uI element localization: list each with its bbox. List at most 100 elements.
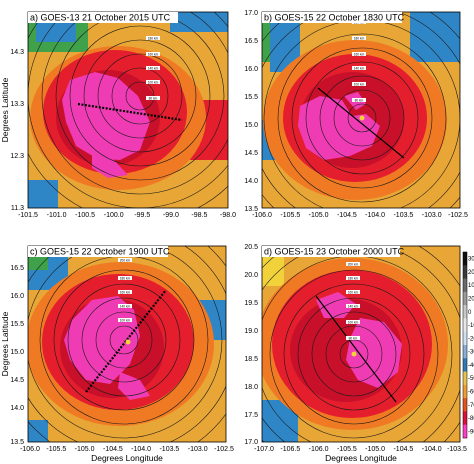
colorbar-label: -40 (468, 363, 474, 369)
colorbar-label: 20 (468, 297, 474, 303)
storm-center-b (359, 115, 365, 121)
colorbar-swatch (463, 331, 467, 346)
y-tick: 17.5 (244, 412, 258, 419)
colorbar-swatch (463, 305, 467, 319)
x-tick: -103.5 (393, 212, 413, 219)
storm-center-d (351, 351, 357, 357)
x-tick: -106.5 (280, 446, 300, 453)
x-tick: -105.5 (337, 446, 357, 453)
ring-label: 100 km (354, 82, 365, 86)
x-tick: -105.5 (46, 446, 66, 453)
x-tick: -104.5 (337, 212, 357, 219)
x-tick: -104.0 (365, 212, 385, 219)
ring-label: 180 km (148, 36, 159, 40)
x-tick: -105.0 (365, 446, 385, 453)
y-tick: 14.0 (244, 178, 258, 185)
colorbar-swatch (463, 291, 467, 306)
y-tick: 13.3 (10, 101, 24, 108)
ring-label: 80 km (349, 336, 358, 340)
colorbar-label: 200 (468, 270, 474, 276)
x-tick: -105.0 (75, 446, 95, 453)
colorbar-swatch (463, 384, 467, 399)
ring-label: 160 km (354, 52, 365, 56)
y-tick: 13.5 (10, 439, 24, 446)
x-tick: -106.0 (309, 446, 329, 453)
ring-label: 180 km (348, 276, 359, 280)
y-tick: 20.0 (244, 272, 258, 279)
y-tick: 15.0 (244, 122, 258, 129)
colorbar-swatch (463, 318, 467, 333)
ring-label: 100 km (348, 320, 359, 324)
colorbar-label: -70 (468, 403, 474, 409)
y-tick: 19.5 (244, 300, 258, 307)
colorbar-label: 100 (468, 283, 474, 289)
y-tick: 18.5 (244, 356, 258, 363)
colorbar-swatch (463, 252, 467, 266)
colorbar-label: -30 (468, 350, 474, 356)
y-tick: 15.0 (10, 349, 24, 356)
y-ticks-d: 20.5 20.0 19.5 19.0 18.5 18.0 17.5 17.0 (244, 244, 258, 446)
x-tick: -107.0 (254, 446, 274, 453)
y-axis-label-top: Degrees Latitude (0, 77, 10, 142)
ring-labels-c: 200 km 180 km 160 km 140 km 100 km (118, 258, 132, 322)
transect-line-d (315, 295, 397, 403)
x-tick: -106.0 (252, 212, 272, 219)
panel-title-d: d) GOES-15 23 October 2000 UTC (264, 247, 405, 257)
y-ticks-b: 17.0 16.5 16.0 15.5 15.0 14.5 14.0 13.5 (244, 10, 258, 213)
colorbar-label: 300 (468, 257, 474, 263)
y-tick: 20.5 (244, 244, 258, 251)
y-ticks-c: 16.5 16.0 15.5 15.0 14.5 14.0 13.5 (10, 265, 24, 446)
colorbar-swatch (463, 411, 467, 426)
storm-center-c (125, 339, 131, 345)
x-ticks-b: -106.0 -105.5 -105.0 -104.5 -104.0 -103.… (252, 212, 468, 219)
colorbar-swatch (463, 424, 467, 439)
colorbar-label: -80 (468, 416, 474, 422)
ring-label: 80 km (149, 96, 158, 100)
ring-label: 180 km (120, 276, 131, 280)
y-tick: 17.0 (244, 10, 258, 17)
panel-d: 200 km 180 km 160 km 140 km 100 km 80 km d) G… (244, 244, 467, 453)
x-tick: -105.0 (309, 212, 329, 219)
colorbar-swatch (463, 398, 467, 412)
ring-label: 80 km (355, 98, 364, 102)
ring-label: 140 km (354, 66, 365, 70)
y-tick: 15.5 (244, 94, 258, 101)
x-tick: -99.5 (134, 212, 150, 219)
y-tick: 16.0 (244, 66, 258, 73)
y-axis-label-bottom: Degrees Latitude (0, 311, 10, 376)
ring-label: 140 km (348, 304, 359, 308)
x-tick: -100.5 (75, 212, 95, 219)
x-tick: -104.5 (103, 446, 123, 453)
x-ticks-c: -106.0 -105.5 -105.0 -104.5 -104.0 -103.… (20, 446, 234, 453)
x-tick: -98.0 (220, 212, 236, 219)
y-tick: 12.3 (10, 153, 24, 160)
y-tick: 11.3 (11, 205, 24, 212)
colorbar-label: -50 (468, 376, 474, 382)
x-tick: -104.0 (131, 446, 151, 453)
x-tick: -103.5 (159, 446, 179, 453)
colorbar-outline (462, 251, 468, 439)
x-tick: -106.0 (20, 446, 40, 453)
x-axis-label-right: Degrees Longitude (325, 453, 397, 463)
colorbar-swatch (463, 278, 467, 293)
y-tick: 14.5 (244, 150, 258, 157)
x-tick: -100.0 (104, 212, 124, 219)
ring-label: 100 km (120, 318, 131, 322)
y-tick: 18.0 (244, 384, 258, 391)
ring-label: 180 km (354, 36, 365, 40)
x-ticks-a: -101.5 -101.0 -100.5 -100.0 -99.5 -99.0 … (18, 212, 236, 219)
colorbar: 300200100200-10-20-30-40-50-60-70-80-90 (462, 251, 474, 439)
panel-title-b: b) GOES-15 22 October 1830 UTC (264, 13, 405, 23)
x-tick: -103.5 (447, 446, 467, 453)
ring-label: 140 km (148, 66, 159, 70)
colorbar-label: -60 (468, 390, 474, 396)
ring-labels-d: 200 km 180 km 160 km 140 km 100 km 80 km (346, 262, 360, 340)
x-tick: -104.0 (422, 446, 442, 453)
x-tick: -103.0 (422, 212, 442, 219)
colorbar-label: 0 (468, 310, 472, 316)
x-tick: -101.5 (18, 212, 38, 219)
panel-c: 200 km 180 km 160 km 140 km 100 km c) GOES-1… (10, 245, 234, 453)
